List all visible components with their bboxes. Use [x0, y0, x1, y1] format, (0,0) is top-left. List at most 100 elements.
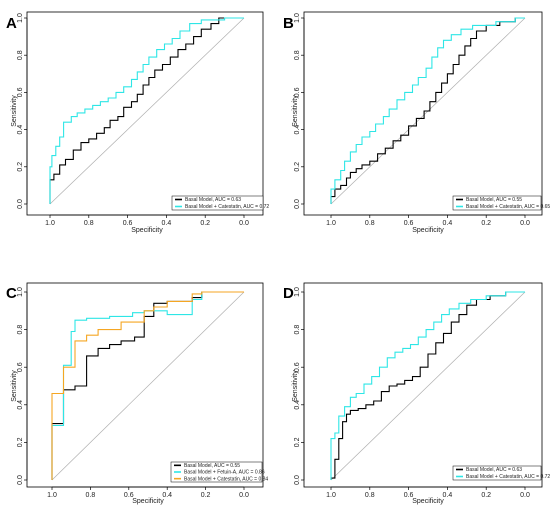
legend-box — [452, 195, 542, 211]
x-tick-label: 0.8 — [86, 492, 96, 499]
legend-entry: Basal Model + Catestatin, AUC = 0.72 — [185, 204, 269, 210]
y-tick-label: 0.2 — [294, 437, 301, 447]
y-tick-label: 1.0 — [17, 287, 24, 297]
x-axis-label: Specificity — [132, 498, 164, 505]
x-tick-label: 0.2 — [200, 220, 210, 227]
x-tick-label: 0.2 — [481, 220, 491, 227]
y-tick-label: 0.0 — [294, 475, 301, 485]
plot-frame — [26, 282, 264, 488]
x-tick-label: 0.0 — [239, 220, 249, 227]
x-tick-label: 1.0 — [326, 492, 336, 499]
x-axis-label: Specificity — [131, 227, 163, 234]
roc-curve-1 — [49, 17, 244, 204]
roc-curve-2 — [51, 291, 244, 480]
x-tick-label: 0.4 — [162, 492, 172, 499]
legend-entry: Basal Model + Catestatin, AUC = 0.84 — [184, 476, 268, 482]
legend-entry: Basal Model + Fetuin-A, AUC = 0.86 — [184, 470, 265, 476]
y-tick-label: 0.8 — [294, 50, 301, 60]
x-axis-label: Specificity — [412, 227, 444, 234]
plot-frame — [303, 282, 543, 488]
y-tick-label: 0.0 — [17, 475, 24, 485]
y-tick-label: 0.4 — [17, 125, 24, 135]
x-axis-label: Specificity — [412, 498, 444, 505]
y-tick-label: 0.6 — [17, 87, 24, 97]
legend-entry: Basal Model, AUC = 0.55 — [466, 197, 522, 203]
roc-curve-2 — [330, 291, 525, 480]
x-tick-label: 0.4 — [162, 220, 172, 227]
x-tick-label: 0.6 — [404, 492, 414, 499]
legend-box — [170, 461, 263, 483]
y-axis-label: Sensitivity — [292, 370, 299, 402]
y-tick-label: 0.8 — [294, 325, 301, 335]
y-axis: 0.0 0.2 0.4 0.6 0.8 1.0 Sensitivity — [11, 13, 28, 209]
x-tick-label: 0.8 — [365, 492, 375, 499]
legend-entry: Basal Model, AUC = 0.63 — [185, 197, 241, 203]
y-axis: 0.0 0.2 0.4 0.6 0.8 1.0 Sensitivity — [11, 287, 28, 485]
y-tick-label: 1.0 — [17, 13, 24, 23]
x-tick-label: 1.0 — [326, 220, 336, 227]
y-tick-label: 0.2 — [294, 162, 301, 172]
roc-panel-b: B 1.0 0.8 0.6 0.4 0.2 0.0 Specificity 0.0 0.2 0.4 0… — [283, 11, 550, 234]
y-tick-label: 0.8 — [17, 50, 24, 60]
x-tick-label: 0.2 — [201, 492, 211, 499]
y-axis: 0.0 0.2 0.4 0.6 0.8 1.0 Sensitivity — [292, 13, 305, 209]
y-tick-label: 0.6 — [294, 87, 301, 97]
legend-entry: Basal Model, AUC = 0.63 — [466, 467, 522, 473]
y-tick-label: 0.6 — [294, 362, 301, 372]
x-tick-label: 1.0 — [47, 492, 57, 499]
y-tick-label: 0.4 — [294, 125, 301, 135]
y-tick-label: 0.2 — [17, 162, 24, 172]
legend-entry: Basal Model + Catestatin, AUC = 0.72 — [466, 474, 550, 480]
x-tick-label: 1.0 — [45, 220, 55, 227]
legend-box — [452, 465, 542, 481]
panel-letter: D — [283, 285, 294, 302]
x-axis: 1.0 0.8 0.6 0.4 0.2 0.0 Specificity — [45, 214, 249, 234]
legend-entry: Basal Model, AUC = 0.55 — [184, 463, 240, 469]
y-tick-label: 0.4 — [17, 400, 24, 410]
y-tick-label: 0.2 — [17, 437, 24, 447]
y-tick-label: 0.0 — [17, 199, 24, 209]
x-tick-label: 0.6 — [123, 220, 133, 227]
roc-curve-2 — [49, 17, 244, 204]
roc-curve-1 — [330, 291, 525, 480]
x-axis: 1.0 0.8 0.6 0.4 0.2 0.0 Specificity — [47, 486, 249, 505]
plot-frame — [303, 11, 543, 216]
roc-curve-3 — [51, 291, 244, 480]
plot-frame — [26, 11, 264, 216]
x-tick-label: 0.6 — [124, 492, 134, 499]
y-axis-label: Sensitivity — [11, 370, 18, 402]
y-tick-label: 0.0 — [294, 199, 301, 209]
x-tick-label: 0.8 — [84, 220, 94, 227]
panel-letter: A — [6, 15, 17, 32]
legend-entry: Basal Model + Catestatin, AUC = 0.65 — [466, 204, 550, 210]
x-axis: 1.0 0.8 0.6 0.4 0.2 0.0 Specificity — [326, 486, 530, 505]
reference-diagonal — [49, 17, 245, 205]
y-axis: 0.0 0.2 0.4 0.6 0.8 1.0 Sensitivity — [292, 287, 305, 485]
y-axis-label: Sensitivity — [292, 95, 299, 127]
x-tick-label: 0.8 — [365, 220, 375, 227]
panel-letter: C — [6, 285, 17, 302]
x-tick-label: 0.4 — [443, 492, 453, 499]
x-tick-label: 0.0 — [520, 220, 530, 227]
y-tick-label: 0.4 — [294, 400, 301, 410]
y-tick-label: 1.0 — [294, 287, 301, 297]
x-tick-label: 0.6 — [404, 220, 414, 227]
x-tick-label: 0.0 — [239, 492, 249, 499]
x-tick-label: 0.0 — [520, 492, 530, 499]
panel-letter: B — [283, 15, 294, 32]
y-tick-label: 0.6 — [17, 362, 24, 372]
x-tick-label: 0.4 — [443, 220, 453, 227]
x-axis: 1.0 0.8 0.6 0.4 0.2 0.0 Specificity — [326, 214, 530, 234]
roc-panel-c: C1.0 0.8 0.6 0.4 0.2 0.0Specificity0.00.20.40… — [6, 282, 268, 505]
roc-panel-d: D1.0 0.8 0.6 0.4 0.2 0.0Specificity0.00.20.40… — [283, 282, 550, 505]
reference-diagonal — [51, 291, 245, 481]
roc-curve-1 — [330, 17, 525, 204]
roc-panel-a: A1.0 0.8 0.6 0.4 0.2 0.0Specificity0.00.20.40… — [6, 11, 269, 234]
legend-box — [171, 195, 264, 211]
